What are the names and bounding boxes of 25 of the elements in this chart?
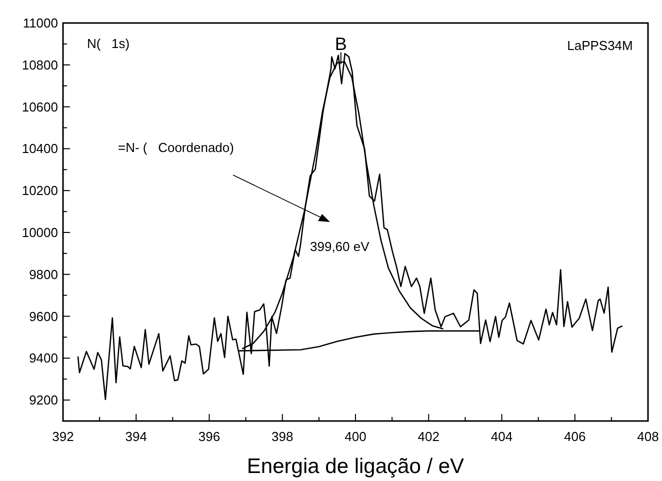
y-tick-label: 9600 [29,308,58,324]
x-tick-label: 398 [272,429,294,444]
x-tick-label: 404 [490,429,513,444]
y-tick-label: 10200 [22,183,58,198]
annotation: N( 1s) [87,36,130,51]
x-axis-title: Energia de ligação / eV [246,455,464,478]
x-tick-label: 402 [418,429,440,444]
x-tick-label: 406 [564,429,586,444]
y-tick-label: 10800 [22,57,58,72]
annotation: B [334,34,347,54]
y-tick-label: 9200 [29,392,58,408]
x-tick-label: 392 [52,429,74,444]
annotation: 399,60 eV [310,239,370,254]
y-tick-label: 9400 [29,350,58,366]
x-tick-label: 408 [637,429,659,444]
annotation: LaPPS34M [567,38,633,53]
y-tick-label: 10600 [22,99,58,114]
y-tick-label: 10000 [22,224,58,240]
annotation: =N- ( Coordenado) [118,140,234,155]
x-tick-label: 394 [125,429,147,444]
y-tick-label: 9800 [29,266,58,282]
x-tick-label: 396 [198,429,220,444]
y-tick-label: 10400 [22,141,58,156]
x-tick-label: 400 [344,429,366,444]
y-tick-label: 11000 [22,16,58,30]
